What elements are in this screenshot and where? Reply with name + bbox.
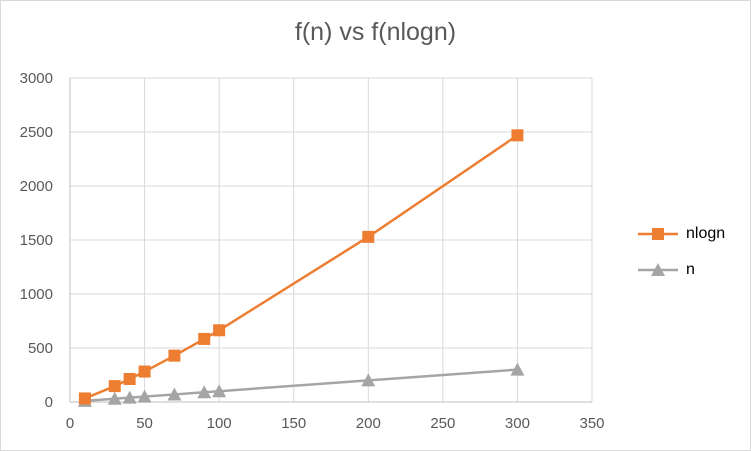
- legend-item-nlogn: nlogn: [636, 223, 725, 245]
- y-tick-label: 500: [28, 340, 53, 357]
- data-point-n: [212, 384, 227, 398]
- legend-item-n: n: [636, 259, 695, 281]
- x-tick-label: 100: [207, 415, 232, 432]
- x-tick-label: 250: [430, 415, 455, 432]
- series-line-nlogn: [84, 134, 519, 400]
- data-point-nlogn: [123, 372, 136, 385]
- y-tick-label: 1500: [20, 232, 53, 249]
- x-tick-label: 300: [505, 415, 530, 432]
- legend-marker-n: [638, 263, 678, 276]
- data-point-nlogn: [78, 392, 91, 405]
- x-tick-label: 0: [66, 415, 74, 432]
- data-point-n: [122, 390, 137, 404]
- y-tick-label: 2000: [20, 178, 53, 195]
- x-tick-label: 50: [136, 415, 153, 432]
- data-point-n: [510, 362, 525, 376]
- data-point-nlogn: [362, 230, 375, 243]
- data-point-nlogn: [213, 324, 226, 337]
- legend-label-nlogn: nlogn: [686, 225, 726, 242]
- y-tick-label: 1000: [20, 286, 53, 303]
- data-point-n: [137, 389, 152, 403]
- y-tick-label: 3000: [20, 70, 53, 87]
- data-point-n: [167, 387, 182, 401]
- chart-title: f(n) vs f(nlogn): [294, 18, 457, 46]
- data-point-nlogn: [168, 349, 181, 362]
- data-point-n: [107, 391, 122, 405]
- data-point-n: [197, 385, 212, 399]
- data-point-nlogn: [138, 365, 151, 378]
- x-tick-label: 150: [281, 415, 306, 432]
- x-tick-label: 200: [356, 415, 381, 432]
- y-tick-label: 0: [45, 394, 53, 411]
- data-point-nlogn: [511, 129, 524, 142]
- x-tick-label: 350: [579, 415, 604, 432]
- data-point-n: [361, 373, 376, 387]
- data-point-nlogn: [198, 332, 211, 345]
- y-tick-label: 2500: [20, 124, 53, 141]
- legend-label-n: n: [686, 261, 695, 278]
- legend-marker-nlogn: [638, 228, 678, 240]
- data-point-nlogn: [108, 380, 121, 393]
